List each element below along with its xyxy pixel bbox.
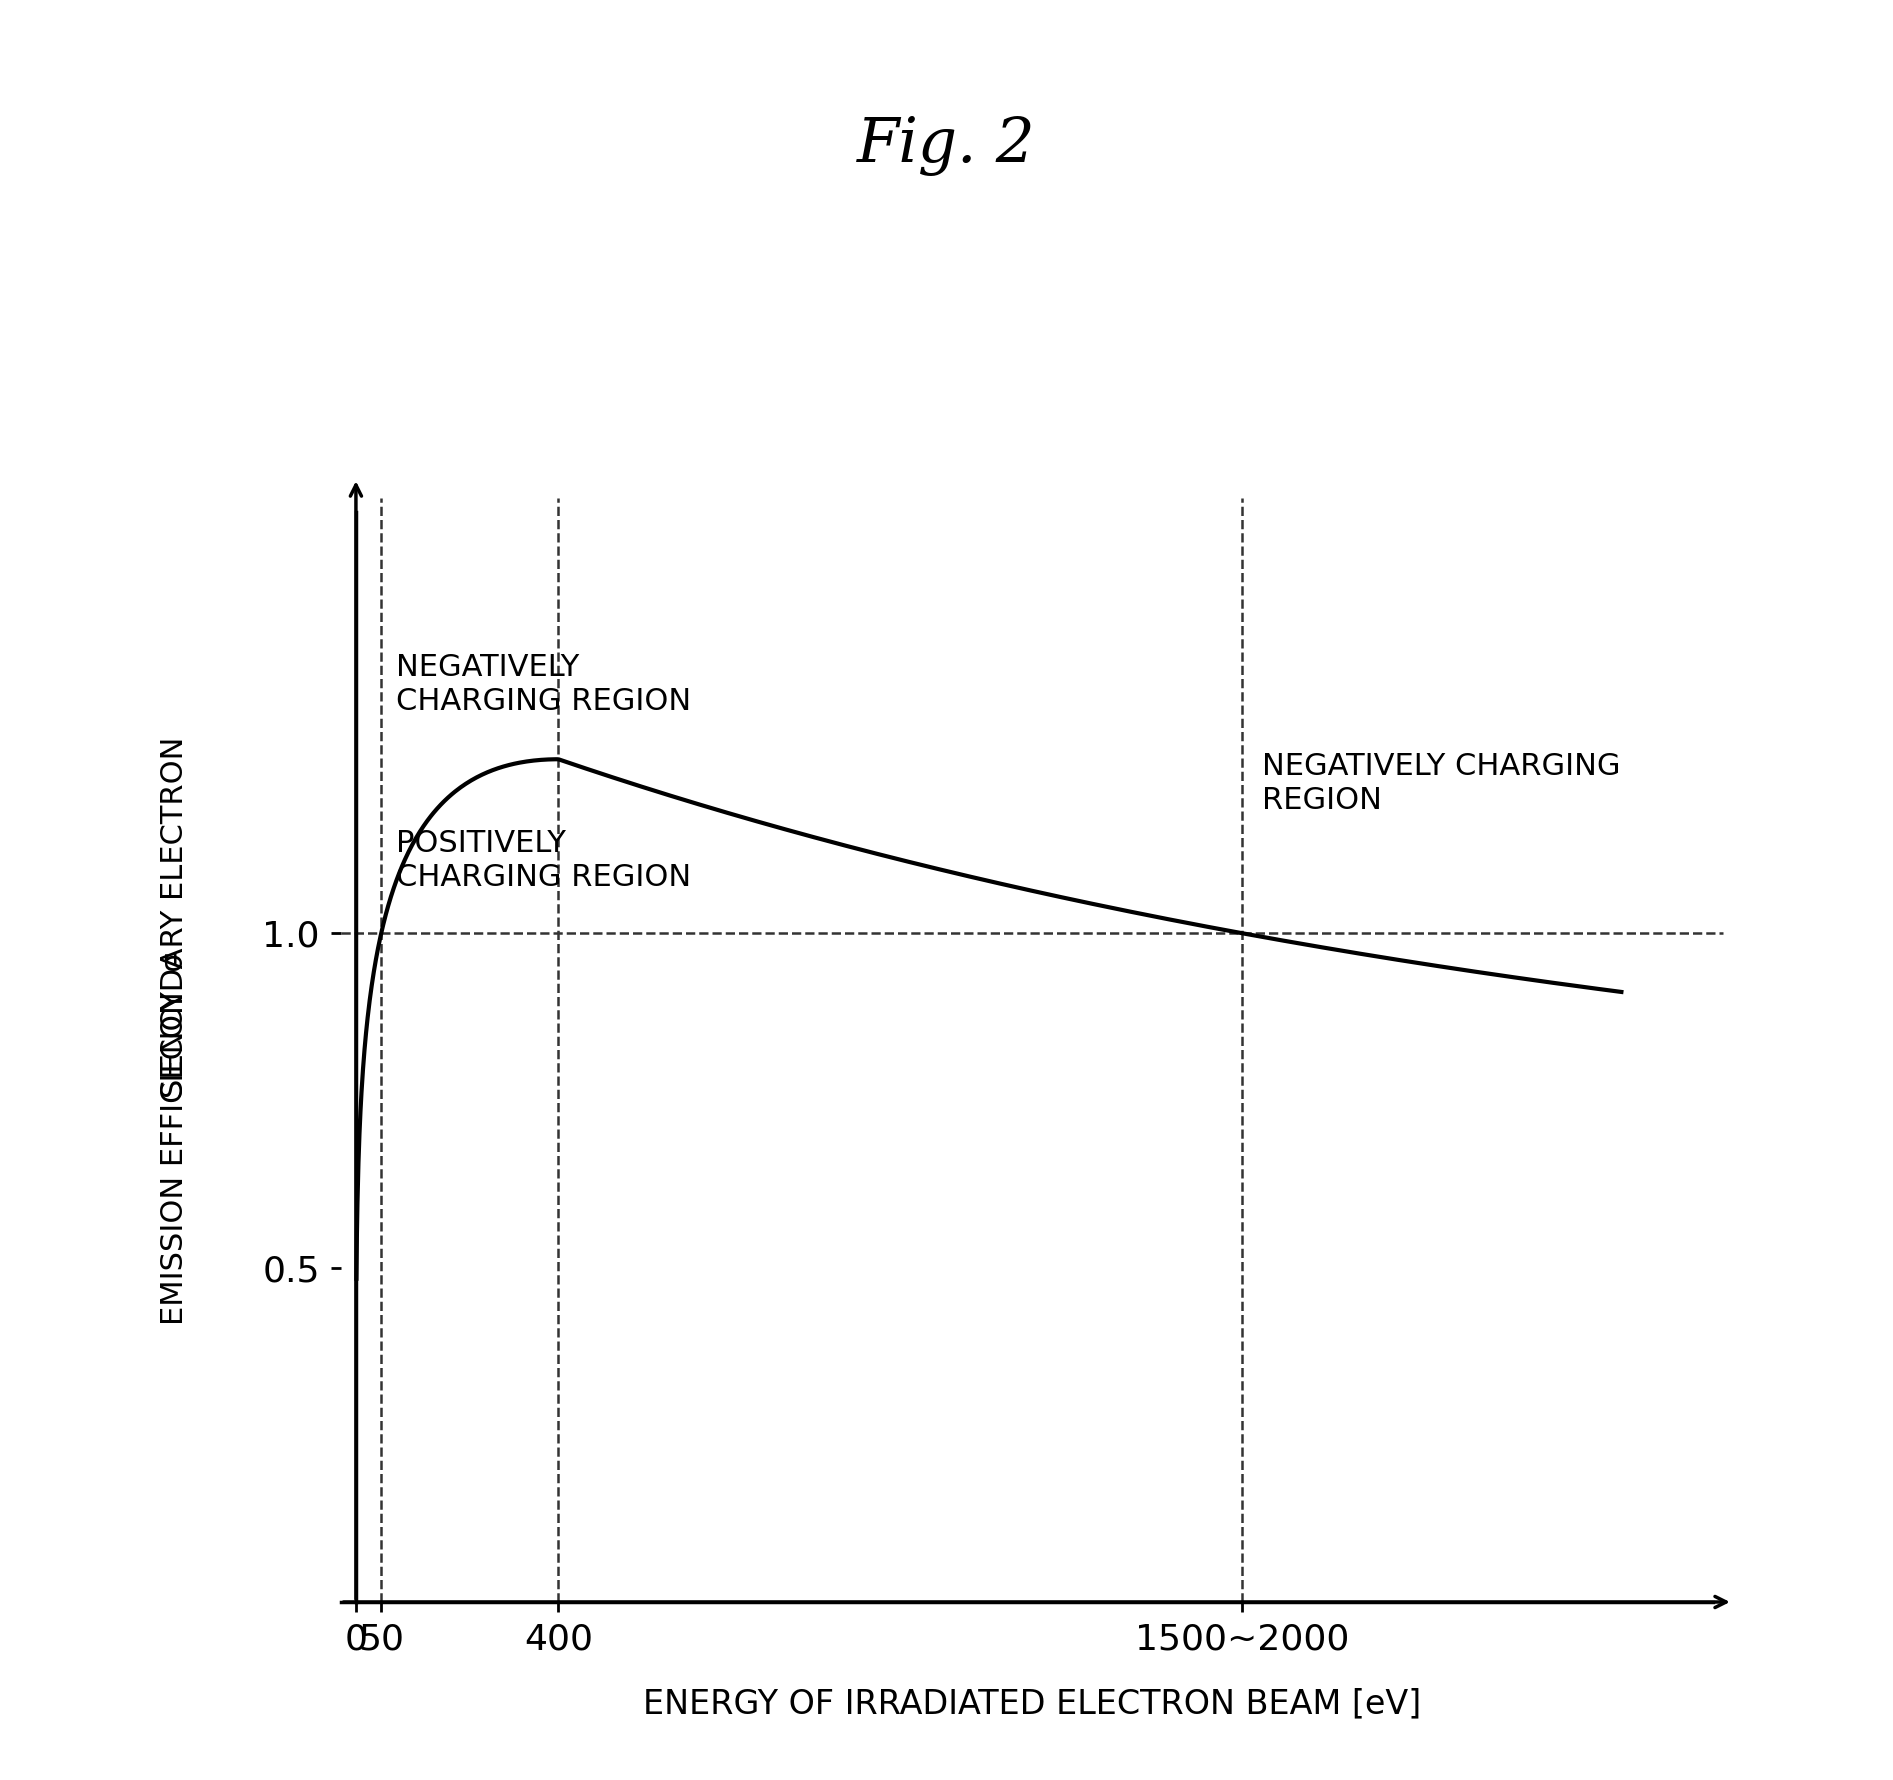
Text: POSITIVELY
CHARGING REGION: POSITIVELY CHARGING REGION [396,829,691,892]
X-axis label: ENERGY OF IRRADIATED ELECTRON BEAM [eV]: ENERGY OF IRRADIATED ELECTRON BEAM [eV] [642,1687,1422,1721]
Text: EMISSION EFFICIENCY  σ: EMISSION EFFICIENCY σ [161,952,189,1324]
Text: SECONDARY ELECTRON: SECONDARY ELECTRON [161,737,189,1098]
Text: NEGATIVELY
CHARGING REGION: NEGATIVELY CHARGING REGION [396,653,691,716]
Text: Fig. 2: Fig. 2 [858,116,1035,176]
Text: NEGATIVELY CHARGING
REGION: NEGATIVELY CHARGING REGION [1263,753,1620,815]
